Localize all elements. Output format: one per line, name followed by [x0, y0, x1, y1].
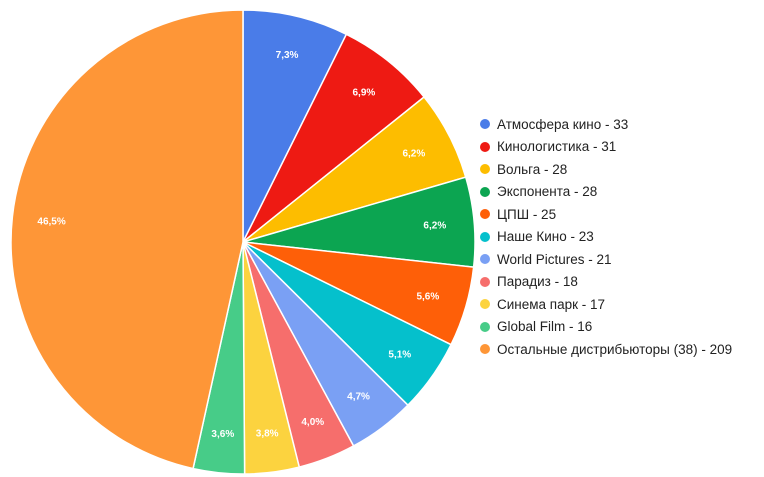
legend-item: World Pictures - 21 [480, 248, 732, 271]
legend: Атмосфера кино - 33 Кинологистика - 31 Вол… [480, 113, 732, 361]
slice-percent-label: 5,1% [388, 349, 411, 360]
legend-dot-icon [480, 164, 490, 175]
legend-label: Синема парк - 17 [497, 296, 606, 312]
legend-dot-icon [480, 141, 490, 152]
legend-dot-icon [480, 231, 490, 242]
legend-item: Наше Кино - 23 [480, 226, 732, 249]
legend-item: Парадиз - 18 [480, 271, 732, 294]
legend-label: Экспонента - 28 [497, 184, 598, 200]
legend-dot-icon [480, 209, 490, 220]
slice-percent-label: 6,2% [423, 221, 446, 232]
pie-chart: 7,3% 6,9% 6,2% 6,2% 5,6% 5,1% 4,7% 4,0% 3,8% 3,6%… [10, 9, 476, 475]
legend-dot-icon [480, 299, 490, 310]
slice-percent-label: 4,7% [347, 392, 370, 403]
legend-label: ЦПШ - 25 [497, 206, 557, 222]
legend-item: Остальные дистрибьюторы (38) - 209 [480, 338, 732, 361]
legend-item: Атмосфера кино - 33 [480, 113, 732, 136]
slice-percent-label: 46,5% [37, 217, 65, 228]
legend-dot-icon [480, 119, 490, 130]
slice-percent-label: 7,3% [276, 50, 299, 61]
slice-percent-label: 3,6% [211, 429, 234, 440]
legend-label: Парадиз - 18 [497, 274, 578, 290]
legend-label: Кинологистика - 31 [497, 139, 617, 155]
slice-percent-label: 3,8% [256, 429, 279, 440]
slice-percent-label: 6,2% [402, 149, 425, 160]
slice-percent-label: 4,0% [301, 417, 324, 428]
legend-dot-icon [480, 276, 490, 287]
slice-percent-label: 6,9% [352, 88, 375, 99]
legend-label: Остальные дистрибьюторы (38) - 209 [497, 341, 733, 357]
legend-item: Синема парк - 17 [480, 293, 732, 316]
legend-dot-icon [480, 344, 490, 355]
legend-item: Экспонента - 28 [480, 181, 732, 204]
legend-item: Кинологистика - 31 [480, 136, 732, 159]
legend-item: Global Film - 16 [480, 316, 732, 339]
legend-dot-icon [480, 321, 490, 332]
legend-label: Вольга - 28 [497, 161, 568, 177]
legend-label: World Pictures - 21 [497, 251, 612, 267]
pie-slice [242, 9, 348, 243]
legend-dot-icon [480, 186, 490, 197]
pie-slice [10, 9, 244, 470]
legend-label: Global Film - 16 [497, 319, 593, 335]
legend-item: ЦПШ - 25 [480, 203, 732, 226]
legend-dot-icon [480, 254, 490, 265]
slice-percent-label: 5,6% [416, 291, 439, 302]
legend-label: Наше Кино - 23 [497, 229, 594, 245]
legend-label: Атмосфера кино - 33 [497, 116, 629, 132]
legend-item: Вольга - 28 [480, 158, 732, 181]
